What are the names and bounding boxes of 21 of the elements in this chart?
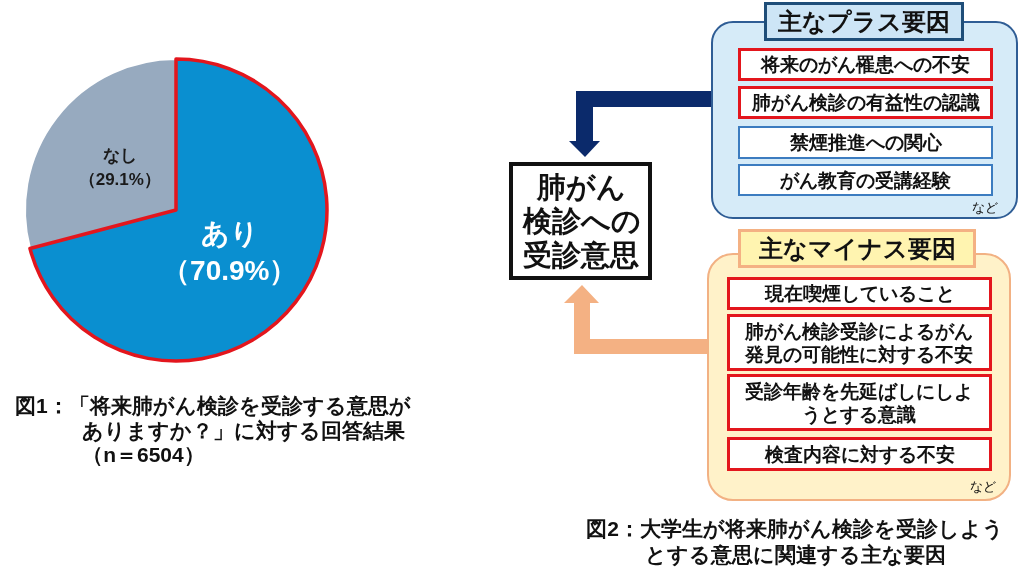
text: 受診年齢を先延ばしにしようとする意識 — [744, 379, 975, 426]
text: 主なプラス要因 — [778, 7, 950, 36]
text: 肺がん検診受診によるがん発見の可能性に対する不安 — [744, 319, 975, 366]
text: など — [970, 479, 996, 494]
text: 将来のがん罹患への不安 — [761, 53, 970, 76]
pie-slice — [24, 58, 177, 250]
slice-label: あり — [200, 218, 259, 250]
text: 検査内容に対する不安 — [764, 442, 955, 466]
pie-slice — [28, 57, 329, 363]
text: など — [972, 200, 998, 215]
text: 肺がん検診への受診意思 — [522, 170, 642, 272]
text: がん教育の受講経験 — [780, 168, 951, 192]
text: 現在喫煙していること — [764, 282, 955, 305]
text: 主なマイナス要因 — [758, 234, 956, 263]
data-label: （29.1%） — [78, 169, 161, 189]
data-label: （70.9%） — [162, 255, 298, 287]
slice-label: なし — [102, 145, 137, 165]
caption: 図1：「将来肺がん検診を受診する意思がありますか？」に対する回答結果（n＝6504） — [15, 394, 412, 468]
text: 肺がん検診の有益性の認識 — [751, 91, 980, 114]
caption: 図2：大学生が将来肺がん検診を受診しようとする意思に関連する主な要因 — [585, 516, 1005, 568]
text: 禁煙推進への関心 — [789, 131, 942, 154]
